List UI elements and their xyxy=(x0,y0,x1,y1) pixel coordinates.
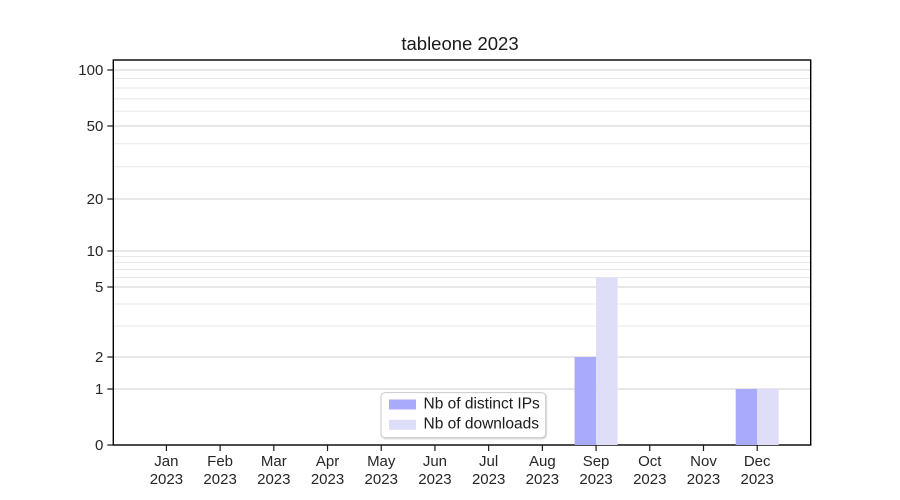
svg-text:Oct: Oct xyxy=(638,453,662,470)
svg-text:50: 50 xyxy=(87,118,104,135)
svg-text:2023: 2023 xyxy=(472,471,505,488)
svg-text:Nb of downloads: Nb of downloads xyxy=(424,416,540,433)
svg-text:tableone 2023: tableone 2023 xyxy=(401,33,518,54)
svg-text:5: 5 xyxy=(95,279,103,296)
svg-text:2023: 2023 xyxy=(633,471,666,488)
svg-text:Mar: Mar xyxy=(261,453,287,470)
svg-text:Sep: Sep xyxy=(583,453,610,470)
svg-text:2023: 2023 xyxy=(687,471,720,488)
svg-text:Nov: Nov xyxy=(690,453,717,470)
svg-text:10: 10 xyxy=(87,243,104,260)
svg-text:2023: 2023 xyxy=(203,471,236,488)
svg-text:2023: 2023 xyxy=(741,471,774,488)
svg-text:Jun: Jun xyxy=(423,453,447,470)
svg-text:2023: 2023 xyxy=(150,471,183,488)
svg-text:Jan: Jan xyxy=(154,453,178,470)
svg-text:Feb: Feb xyxy=(207,453,233,470)
svg-text:2: 2 xyxy=(95,349,103,366)
svg-text:2023: 2023 xyxy=(257,471,290,488)
svg-text:Dec: Dec xyxy=(744,453,771,470)
svg-text:Apr: Apr xyxy=(316,453,339,470)
svg-text:2023: 2023 xyxy=(418,471,451,488)
svg-text:20: 20 xyxy=(87,191,104,208)
svg-text:2023: 2023 xyxy=(365,471,398,488)
svg-text:100: 100 xyxy=(78,62,103,79)
svg-text:2023: 2023 xyxy=(579,471,612,488)
svg-text:2023: 2023 xyxy=(526,471,559,488)
svg-text:Nb of distinct IPs: Nb of distinct IPs xyxy=(424,395,541,412)
svg-text:Aug: Aug xyxy=(529,453,556,470)
svg-text:0: 0 xyxy=(95,437,103,454)
svg-text:2023: 2023 xyxy=(311,471,344,488)
svg-text:Jul: Jul xyxy=(479,453,498,470)
svg-text:1: 1 xyxy=(95,381,103,398)
svg-text:May: May xyxy=(367,453,396,470)
